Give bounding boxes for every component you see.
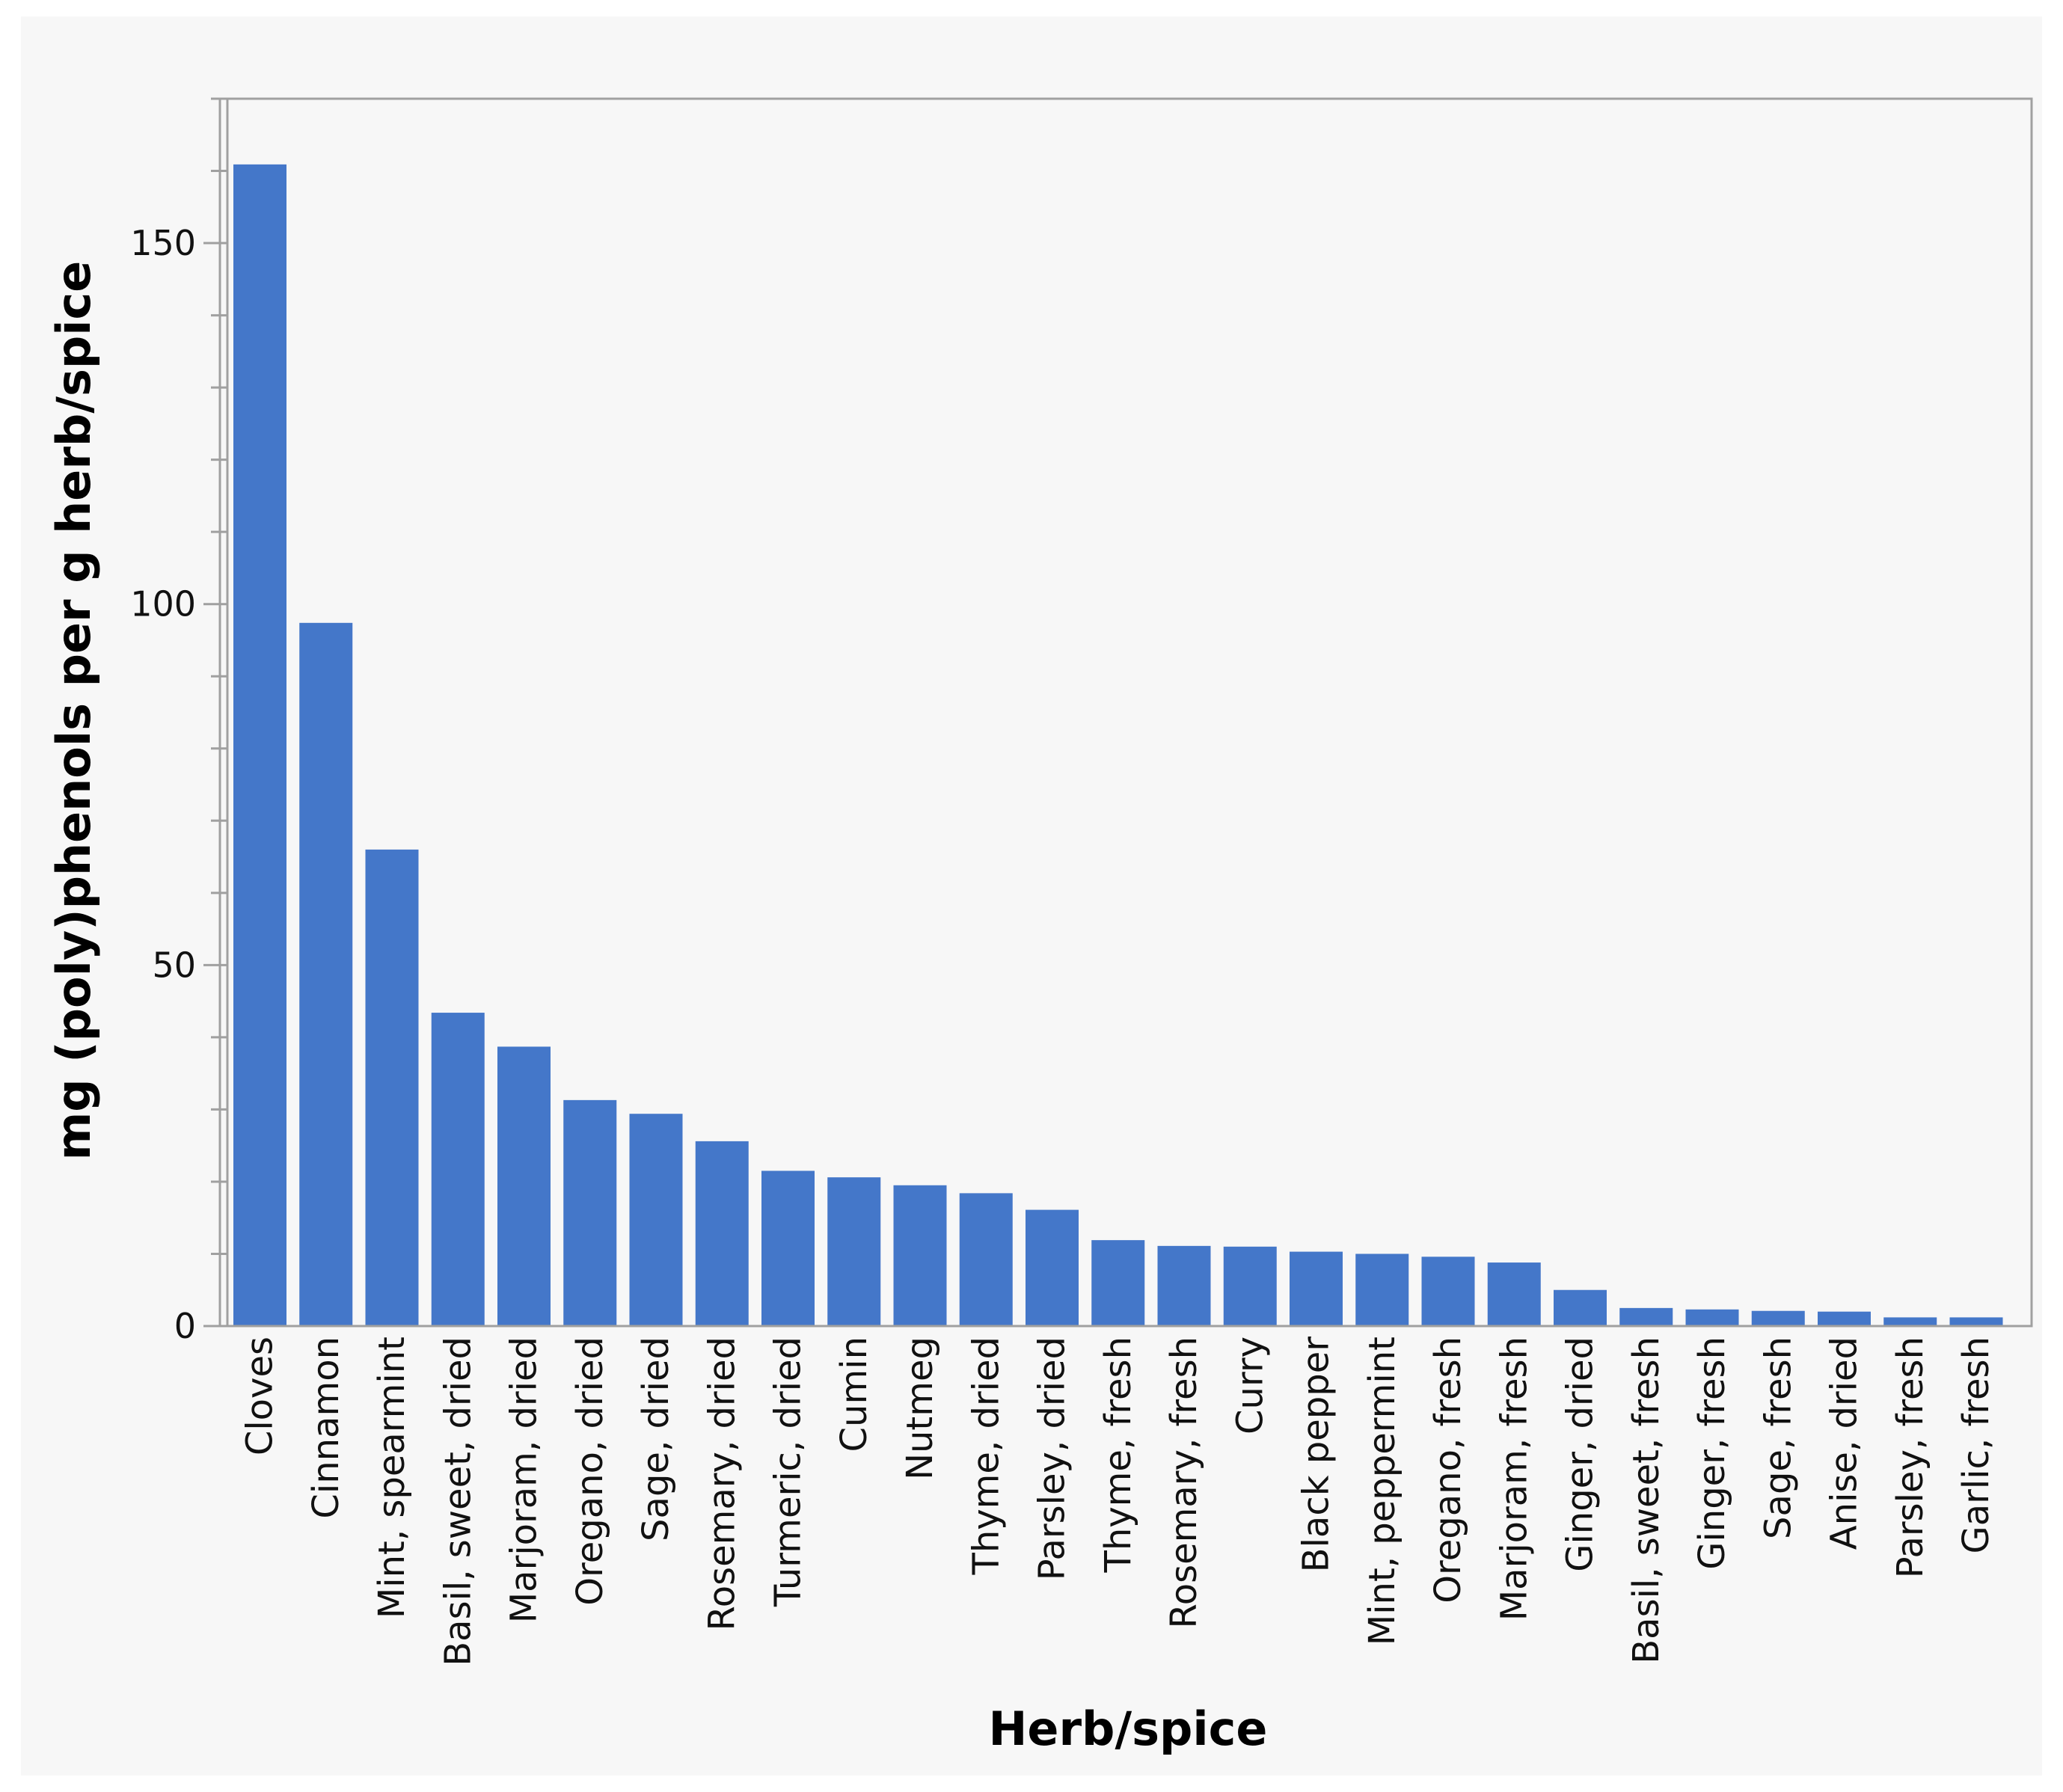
x-tick-label: Basil, sweet, fresh [1625,1337,1667,1664]
bar-20 [1554,1289,1607,1326]
x-tick-label: Oregano, fresh [1427,1337,1469,1604]
bar-24 [1818,1311,1871,1326]
x-tick-label: Ginger, dried [1560,1337,1601,1572]
x-tick-label: Ginger, fresh [1691,1337,1733,1570]
bar-3 [431,1013,485,1326]
bar-5 [563,1099,617,1326]
x-tick-label: Rosemary, fresh [1163,1337,1205,1628]
bar-18 [1421,1256,1475,1326]
x-tick-label: Turmeric, dried [767,1337,809,1607]
bar-10 [893,1185,947,1326]
bar-21 [1619,1307,1673,1326]
y-axis-title: mg (poly)phenols per g herb/spice [46,261,101,1161]
x-tick-label: Parsley, fresh [1889,1337,1931,1578]
x-tick-label: Black pepper [1296,1337,1337,1573]
x-axis-title: Herb/spice [989,1702,1268,1756]
plot-frame [226,97,2033,1328]
x-tick-label: Cumin [833,1337,875,1452]
bar-17 [1355,1254,1409,1326]
bar-0 [233,164,286,1326]
x-tick-label: Sage, fresh [1757,1337,1799,1539]
x-tick-label: Oregano, dried [569,1337,611,1606]
bar-15 [1223,1246,1277,1326]
chart-panel: 0 50 100 150 Cloves Cinnamon Mint, spearmint B… [21,16,2042,1776]
bar-4 [497,1046,551,1326]
bar-9 [827,1177,881,1326]
bar-16 [1290,1251,1343,1326]
bar-26 [1949,1317,2003,1326]
x-tick-label: Marjoram, dried [503,1337,545,1623]
x-tick-label: Cinnamon [305,1337,347,1519]
x-tick-label: Mint, spearmint [371,1337,413,1618]
y-tick-label: 50 [152,945,196,985]
x-tick-label: Mint, peppermint [1361,1337,1403,1645]
bar-8 [761,1170,815,1326]
bar-22 [1685,1309,1739,1326]
bar-12 [1026,1209,1079,1326]
y-tick-label: 0 [174,1306,196,1346]
bar-14 [1157,1245,1211,1326]
bar-25 [1883,1317,1937,1326]
x-tick-label: Anise, dried [1824,1337,1866,1550]
x-tick-label: Cloves [239,1337,281,1455]
bar-6 [629,1114,683,1326]
bar-7 [695,1141,749,1326]
x-tick-label: Basil, sweet, dried [437,1337,479,1666]
bar-1 [299,622,353,1326]
x-tick-label: Garlic, fresh [1955,1337,1997,1553]
y-axis: 0 50 100 150 [130,97,227,1346]
bar-13 [1091,1240,1145,1326]
x-axis: Cloves Cinnamon Mint, spearmint Basil, swee… [239,1337,1998,1666]
x-tick-label: Parsley, dried [1032,1337,1073,1580]
bars-layer [233,164,2003,1326]
bar-19 [1487,1262,1541,1326]
x-tick-label: Sage, dried [635,1337,677,1541]
x-tick-label: Marjoram, fresh [1493,1337,1535,1621]
bar-2 [365,849,419,1326]
x-tick-label: Rosemary, dried [701,1337,743,1630]
x-tick-label: Nutmeg [899,1337,941,1480]
bar-23 [1751,1310,1805,1326]
x-tick-label: Thyme, dried [965,1337,1007,1576]
bar-chart: 0 50 100 150 Cloves Cinnamon Mint, spearmint B… [46,97,2033,1756]
y-tick-label: 100 [130,584,196,625]
x-tick-label: Thyme, fresh [1097,1337,1139,1574]
bar-11 [959,1193,1013,1326]
y-tick-label: 150 [130,223,196,263]
x-tick-label: Curry [1229,1337,1271,1434]
